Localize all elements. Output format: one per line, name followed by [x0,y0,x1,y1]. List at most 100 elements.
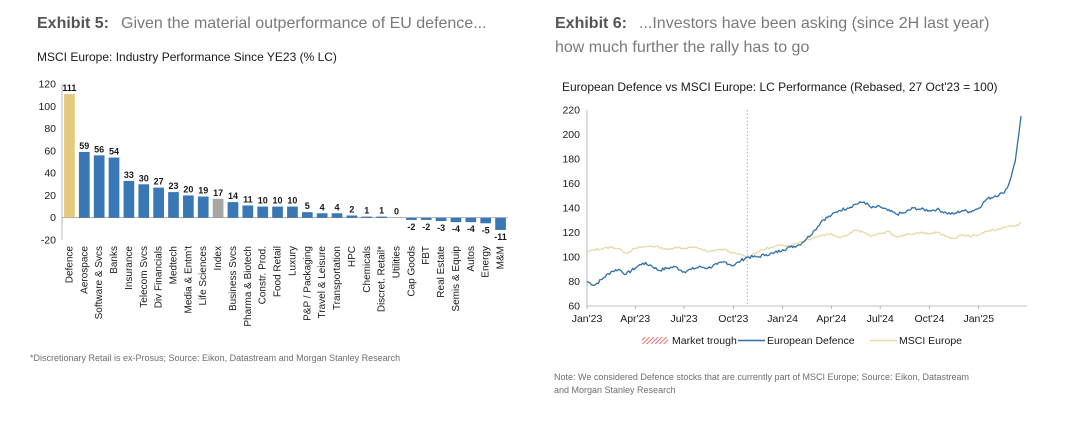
bar-value-label: -3 [437,223,445,233]
bar [361,216,373,218]
bar [212,198,224,218]
y-tick-label: 80 [568,276,580,288]
bar [227,202,239,218]
bar-value-label: 14 [228,191,238,201]
bar [301,212,313,218]
bar [435,217,447,222]
bar-value-label: 10 [273,196,283,206]
exhibit6-heading: Exhibit 6: ...Investors have been asking … [555,12,1055,60]
y-tick-label: 80 [44,123,56,135]
bar-value-label: -11 [494,232,507,242]
legend-label-msci-europe: MSCI Europe [899,335,962,347]
x-tick-label: Defence [64,246,75,284]
legend-label-market-trough: Market trough [672,335,737,347]
bar-value-label: 59 [79,141,89,151]
bar-value-label: 11 [243,194,253,204]
bar [495,217,506,230]
x-tick-label: M&M [496,246,507,269]
x-tick-label: Banks [109,246,120,274]
bar [257,206,269,218]
bar-value-label: -2 [407,222,415,232]
bar [480,217,492,224]
bar-value-label: 56 [94,144,104,154]
y-tick-label: 200 [562,129,580,141]
bar-value-label: 23 [168,181,178,191]
x-tick-label: Cap Goods [406,246,417,297]
msci-europe-line [586,222,1022,259]
y-tick-label: 100 [38,101,56,113]
x-tick-label: Pharma & Biotech [243,246,254,327]
x-tick-label: Autos [466,246,477,272]
y-tick-label: 60 [44,145,56,157]
legend-swatch-market-trough [642,337,668,344]
y-tick-label: 100 [562,252,580,264]
y-tick-label: -20 [41,235,56,247]
x-tick-label: Luxury [287,246,298,276]
bar [406,217,417,220]
bar-value-label: 1 [364,206,369,216]
exhibit6-heading-line1: ...Investors have been asking (since 2H … [639,15,990,32]
x-tick-label: Oct'23 [718,313,748,325]
exhibit6-heading-line2: how much further the rally has to go [555,39,810,56]
x-tick-label: P&P / Packaging [302,246,313,321]
exhibit6-chart-title: European Defence vs MSCI Europe: LC Perf… [562,80,998,94]
defence-vs-europe-line-chart: 60 80 100 120 140 160 180 200 220 Jan'23 Apr'23 Jul… [562,105,1027,347]
exhibit5-footnote: *Discretionary Retail is ex-Prosus; Sour… [30,353,401,363]
bar-value-label: -2 [422,222,430,232]
bar-value-label: 5 [305,201,310,211]
y-tick-label: 120 [38,79,56,91]
bar-value-label: 1 [379,206,384,216]
x-tick-label: Energy [481,246,492,278]
x-tick-label: Index [213,246,224,270]
x-tick-label: Media & Entm't [183,246,194,314]
x-tick-label: Apr'23 [620,313,650,325]
x-tick-label: FBT [421,246,432,265]
bar [153,187,164,218]
bar [346,215,358,218]
exhibit5-heading-text: Given the material outperformance of EU … [121,15,487,32]
bar [78,151,90,218]
bar-value-label: 2 [349,204,354,214]
x-tick-label: Transportation [332,246,343,310]
y-tick-label: 60 [568,301,580,313]
exhibit5-chart-title: MSCI Europe: Industry Performance Since … [37,50,337,64]
bar [272,206,283,218]
bar [287,206,298,218]
x-tick-label: Jul'23 [670,313,697,325]
bar-value-label: -4 [467,224,475,234]
bar-value-label: 4 [320,202,325,212]
y-tick-label: 40 [44,168,56,180]
bar-value-label: 54 [109,147,119,157]
bar-value-label: 20 [183,184,193,194]
x-tick-label: Apr'24 [816,313,846,325]
bar-value-label: 0 [394,207,399,217]
y-tick-label: 160 [562,178,580,190]
bar [420,217,432,220]
x-tick-label: Business Svcs [228,246,239,311]
bar-value-label: 33 [124,170,134,180]
x-tick-label: HPC [347,246,358,267]
x-tick-label: Chemicals [362,246,373,293]
x-tick-label: Constr. Prod. [258,246,269,304]
x-tick-label: Food Retail [273,246,284,297]
x-tick-label: Real Estate [436,246,447,298]
bar [376,216,387,218]
x-tick-label: Medtech [169,246,180,284]
european-defence-line [586,116,1022,286]
x-tick-label: Semis & Equip [451,246,462,312]
bar [465,217,477,223]
bar [316,213,328,218]
bar [242,205,254,218]
bar-value-label: 17 [213,188,223,198]
exhibit5-heading: Exhibit 5: Given the material outperforma… [37,12,527,36]
bar-value-label: 27 [154,177,164,187]
bar [108,157,120,218]
bar-value-label: 19 [198,186,208,196]
x-tick-label: Insurance [124,246,135,290]
x-tick-label: Jan'24 [767,313,798,325]
bar-value-label: -5 [482,225,490,235]
bar-value-label: 10 [258,196,268,206]
bar [93,155,105,218]
bar [331,213,343,218]
